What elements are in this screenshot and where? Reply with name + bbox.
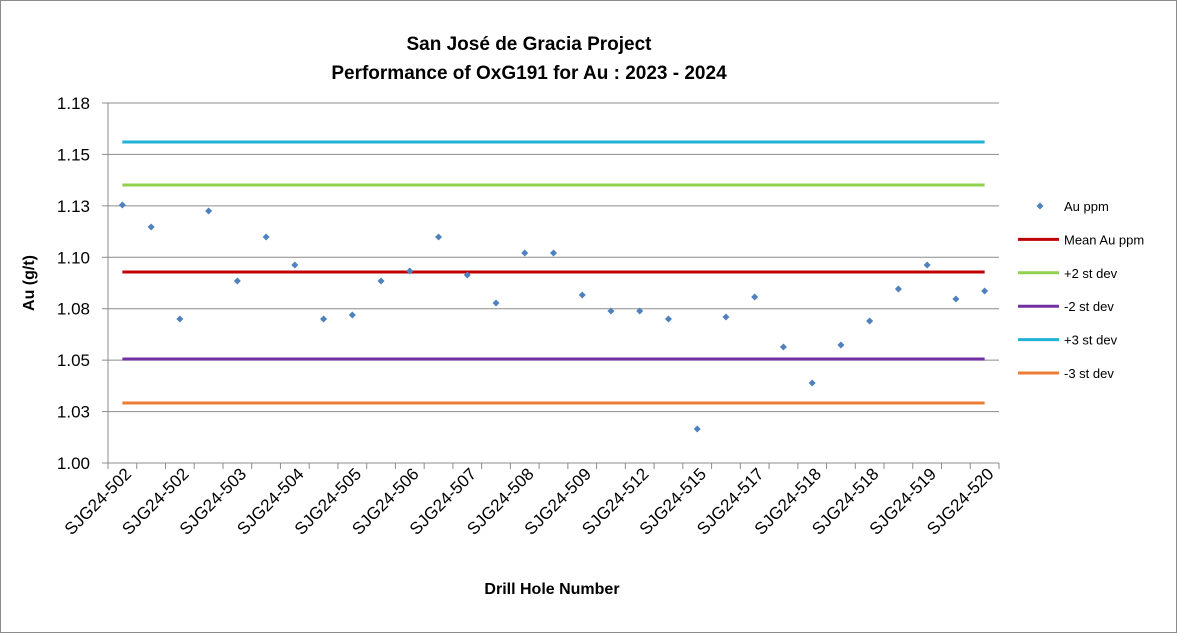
data-point: [521, 249, 529, 257]
data-point: [636, 307, 644, 315]
chart-title-line-2: Performance of OxG191 for Au : 2023 - 20…: [331, 63, 727, 84]
data-point: [952, 295, 960, 303]
data-point: [550, 249, 557, 257]
y-tick-label: 1.15: [57, 145, 90, 164]
series-layer: [118, 140, 989, 433]
data-point: [693, 425, 701, 433]
data-point: [722, 313, 730, 321]
data-point: [492, 299, 500, 307]
data-point: [664, 315, 672, 323]
legend-label: -3 st dev: [1064, 366, 1114, 381]
data-point: [118, 201, 126, 209]
data-point: [837, 341, 845, 349]
legend-label: +3 st dev: [1064, 333, 1118, 348]
data-point: [751, 293, 759, 301]
y-tick-label: 1.13: [57, 197, 90, 216]
x-axis-title: Drill Hole Number: [484, 581, 619, 598]
data-point: [291, 261, 299, 269]
data-point: [435, 233, 443, 241]
chart-title-line-1: San José de Gracia Project: [406, 34, 652, 55]
data-point: [147, 223, 155, 231]
data-point: [205, 207, 213, 215]
data-point: [923, 261, 931, 269]
y-tick-label: 1.03: [57, 403, 90, 422]
y-tick-label: 1.00: [57, 454, 90, 473]
data-point: [894, 285, 902, 293]
legend-label: -2 st dev: [1064, 299, 1114, 314]
data-point: [377, 277, 385, 285]
legend-marker: [1036, 202, 1044, 210]
y-tick-label: 1.18: [57, 94, 90, 113]
data-point: [233, 277, 241, 285]
axis-layer: 1.001.031.051.081.101.131.151.18SJG24-50…: [57, 94, 1000, 539]
y-tick-label: 1.05: [57, 351, 90, 370]
grid-layer: [108, 102, 999, 413]
legend-label: Mean Au ppm: [1064, 232, 1144, 247]
data-point: [981, 287, 989, 295]
data-point: [808, 379, 816, 387]
data-point: [176, 315, 184, 323]
data-point: [262, 233, 270, 241]
data-point: [607, 307, 615, 315]
data-point: [348, 311, 356, 319]
legend-label: Au ppm: [1064, 199, 1109, 214]
y-tick-label: 1.08: [57, 300, 90, 319]
data-point: [463, 271, 471, 279]
legend-label: +2 st dev: [1064, 266, 1118, 281]
y-axis-title: Au (g/t): [21, 255, 38, 311]
data-point: [578, 291, 586, 299]
y-tick-label: 1.10: [57, 248, 90, 267]
data-point: [866, 317, 874, 325]
data-point: [779, 343, 787, 351]
data-point: [406, 267, 414, 275]
data-point: [320, 315, 328, 323]
legend: Au ppm Mean Au ppm +2 st dev -2 st dev +3 st…: [1018, 199, 1144, 381]
